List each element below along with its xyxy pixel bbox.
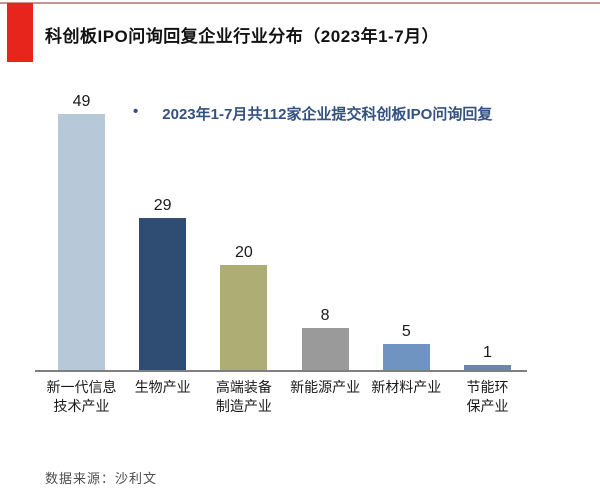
x-axis-label-0: 新一代信息 技术产业	[46, 379, 117, 414]
data-source-note: 数据来源：沙利文	[45, 472, 158, 487]
chart-annotation: • 2023年1-7月共112家企业提交科创板IPO问询回复	[133, 103, 492, 124]
bar-value-label-4: 5	[401, 323, 411, 340]
bullet-icon: •	[133, 103, 139, 120]
bar-4	[382, 344, 430, 370]
top-divider-line	[0, 2, 600, 4]
bar-value-label-1: 29	[153, 197, 172, 214]
bar-5	[464, 365, 511, 370]
bar-1	[139, 218, 187, 370]
bar-value-label-5: 1	[483, 344, 492, 361]
bar-value-label-3: 8	[320, 307, 330, 324]
chart-annotation-text: 2023年1-7月共112家企业提交科创板IPO问询回复	[162, 106, 493, 123]
x-axis-label-3: 新能源产业	[290, 379, 361, 395]
bar-value-label-0: 49	[72, 93, 91, 110]
x-axis-label-4: 新材料产业	[371, 379, 442, 395]
plot-area: 49 新一代信息 技术产业 29 生物产业 20 高端装备 制造产业 8 新能源产业 5 新材料产…	[35, 93, 527, 414]
x-axis-label-1: 生物产业	[134, 379, 191, 395]
page-title: 科创板IPO问询回复企业行业分布（2023年1-7月）	[45, 27, 440, 46]
bar-value-label-2: 20	[234, 244, 253, 261]
bar-2	[220, 265, 268, 370]
bar-0	[58, 114, 105, 370]
x-axis-label-2: 高端装备 制造产业	[215, 379, 272, 414]
title-accent-block	[7, 3, 33, 62]
x-axis-label-5: 节能环 保产业	[466, 379, 509, 414]
bar-3	[301, 328, 349, 370]
